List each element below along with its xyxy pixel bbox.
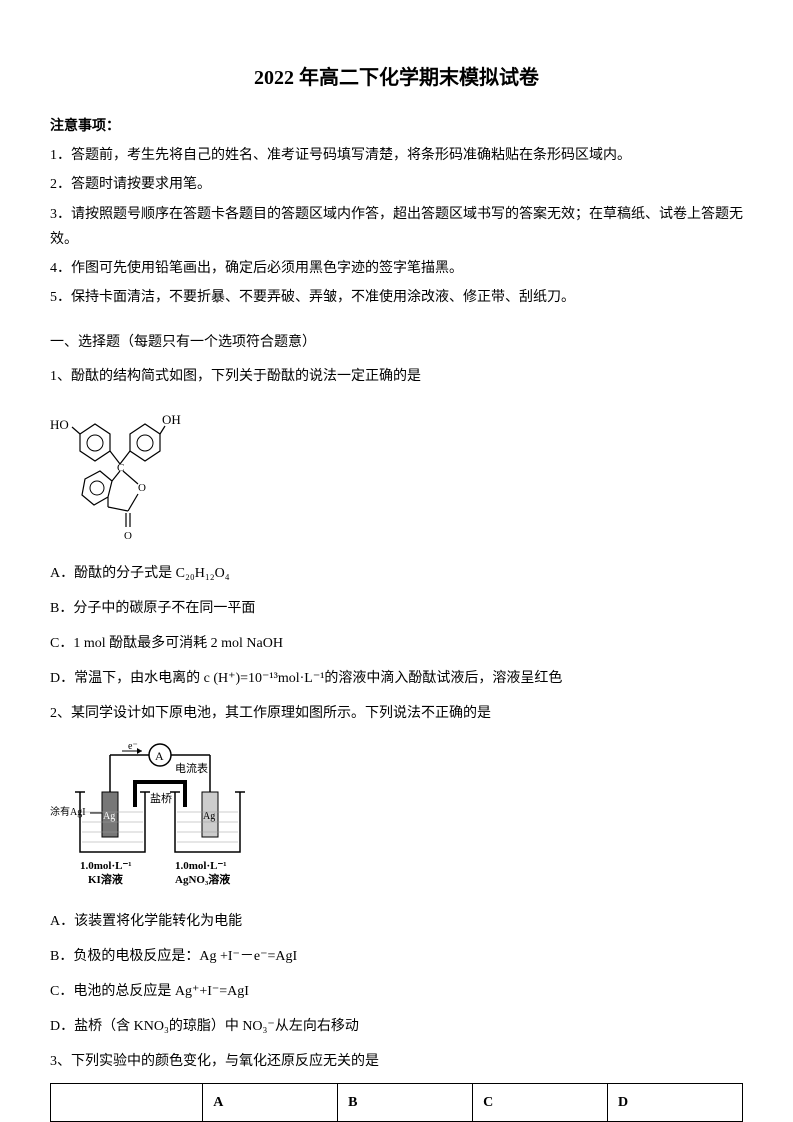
svg-text:A: A <box>155 749 164 763</box>
table-cell-a: A <box>203 1083 338 1121</box>
svg-text:盐桥: 盐桥 <box>150 792 172 805</box>
table-row: A B C D <box>51 1083 743 1121</box>
table-cell-b: B <box>338 1083 473 1121</box>
svg-text:OH: OH <box>162 412 181 427</box>
svg-text:Ag: Ag <box>203 811 215 822</box>
q1-option-d: D．常温下，由水电离的 c (H⁺)=10⁻¹³mol·L⁻¹的溶液中滴入酚酞试… <box>50 666 743 691</box>
question-1-stem: 1、酚酞的结构简式如图，下列关于酚酞的说法一定正确的是 <box>50 364 743 389</box>
question-3-stem: 3、下列实验中的颜色变化，与氧化还原反应无关的是 <box>50 1049 743 1074</box>
svg-text:O: O <box>138 482 146 494</box>
q1-option-c: C．1 mol 酚酞最多可消耗 2 mol NaOH <box>50 631 743 656</box>
section-1-header: 一、选择题（每题只有一个选项符合题意） <box>50 330 743 355</box>
svg-text:HO: HO <box>50 417 69 432</box>
instruction-3: 3．请按照题号顺序在答题卡各题目的答题区域内作答，超出答题区域书写的答案无效；在… <box>50 202 743 252</box>
q2-option-a: A．该装置将化学能转化为电能 <box>50 909 743 934</box>
q1-option-b: B．分子中的碳原子不在同一平面 <box>50 596 743 621</box>
svg-text:1.0mol·L⁻¹: 1.0mol·L⁻¹ <box>80 860 132 872</box>
svg-text:AgNO₃溶液: AgNO₃溶液 <box>175 872 231 886</box>
galvanic-cell-diagram: A 电流表 盐桥 Ag Ag 涂有AgI <box>50 737 270 897</box>
svg-text:涂有AgI: 涂有AgI <box>50 805 86 818</box>
instruction-4: 4．作图可先使用铅笔画出，确定后必须用黑色字迹的签字笔描黑。 <box>50 256 743 281</box>
svg-text:电流表: 电流表 <box>175 761 208 775</box>
phenolphthalein-structure: C O O HO OH <box>50 399 210 549</box>
table-cell-d: D <box>608 1083 743 1121</box>
page-title: 2022 年高二下化学期末模拟试卷 <box>50 60 743 96</box>
q3-table: A B C D <box>50 1083 743 1122</box>
svg-text:KI溶液: KI溶液 <box>88 872 124 886</box>
instruction-1: 1．答题前，考生先将自己的姓名、准考证号码填写清楚，将条形码准确粘贴在条形码区域… <box>50 143 743 168</box>
table-cell-c: C <box>473 1083 608 1121</box>
instruction-5: 5．保持卡面清洁，不要折暴、不要弄破、弄皱，不准使用涂改液、修正带、刮纸刀。 <box>50 285 743 310</box>
svg-text:e⁻: e⁻ <box>128 741 138 752</box>
q2-option-c: C．电池的总反应是 Ag⁺+I⁻=AgI <box>50 979 743 1004</box>
svg-text:Ag: Ag <box>103 811 115 822</box>
question-2-stem: 2、某同学设计如下原电池，其工作原理如图所示。下列说法不正确的是 <box>50 701 743 726</box>
svg-text:1.0mol·L⁻¹: 1.0mol·L⁻¹ <box>175 860 227 872</box>
svg-text:O: O <box>124 530 132 542</box>
svg-text:C: C <box>117 462 124 474</box>
instructions-header: 注意事项： <box>50 114 743 139</box>
q2-option-b: B．负极的电极反应是：Ag +I⁻－e⁻=AgI <box>50 944 743 969</box>
instruction-2: 2．答题时请按要求用笔。 <box>50 172 743 197</box>
q1-option-a: A．酚酞的分子式是 C₂₀H₁₂O₄ <box>50 561 743 586</box>
table-cell-empty <box>51 1083 203 1121</box>
q2-option-d: D．盐桥（含 KNO₃的琼脂）中 NO₃⁻从左向右移动 <box>50 1014 743 1039</box>
